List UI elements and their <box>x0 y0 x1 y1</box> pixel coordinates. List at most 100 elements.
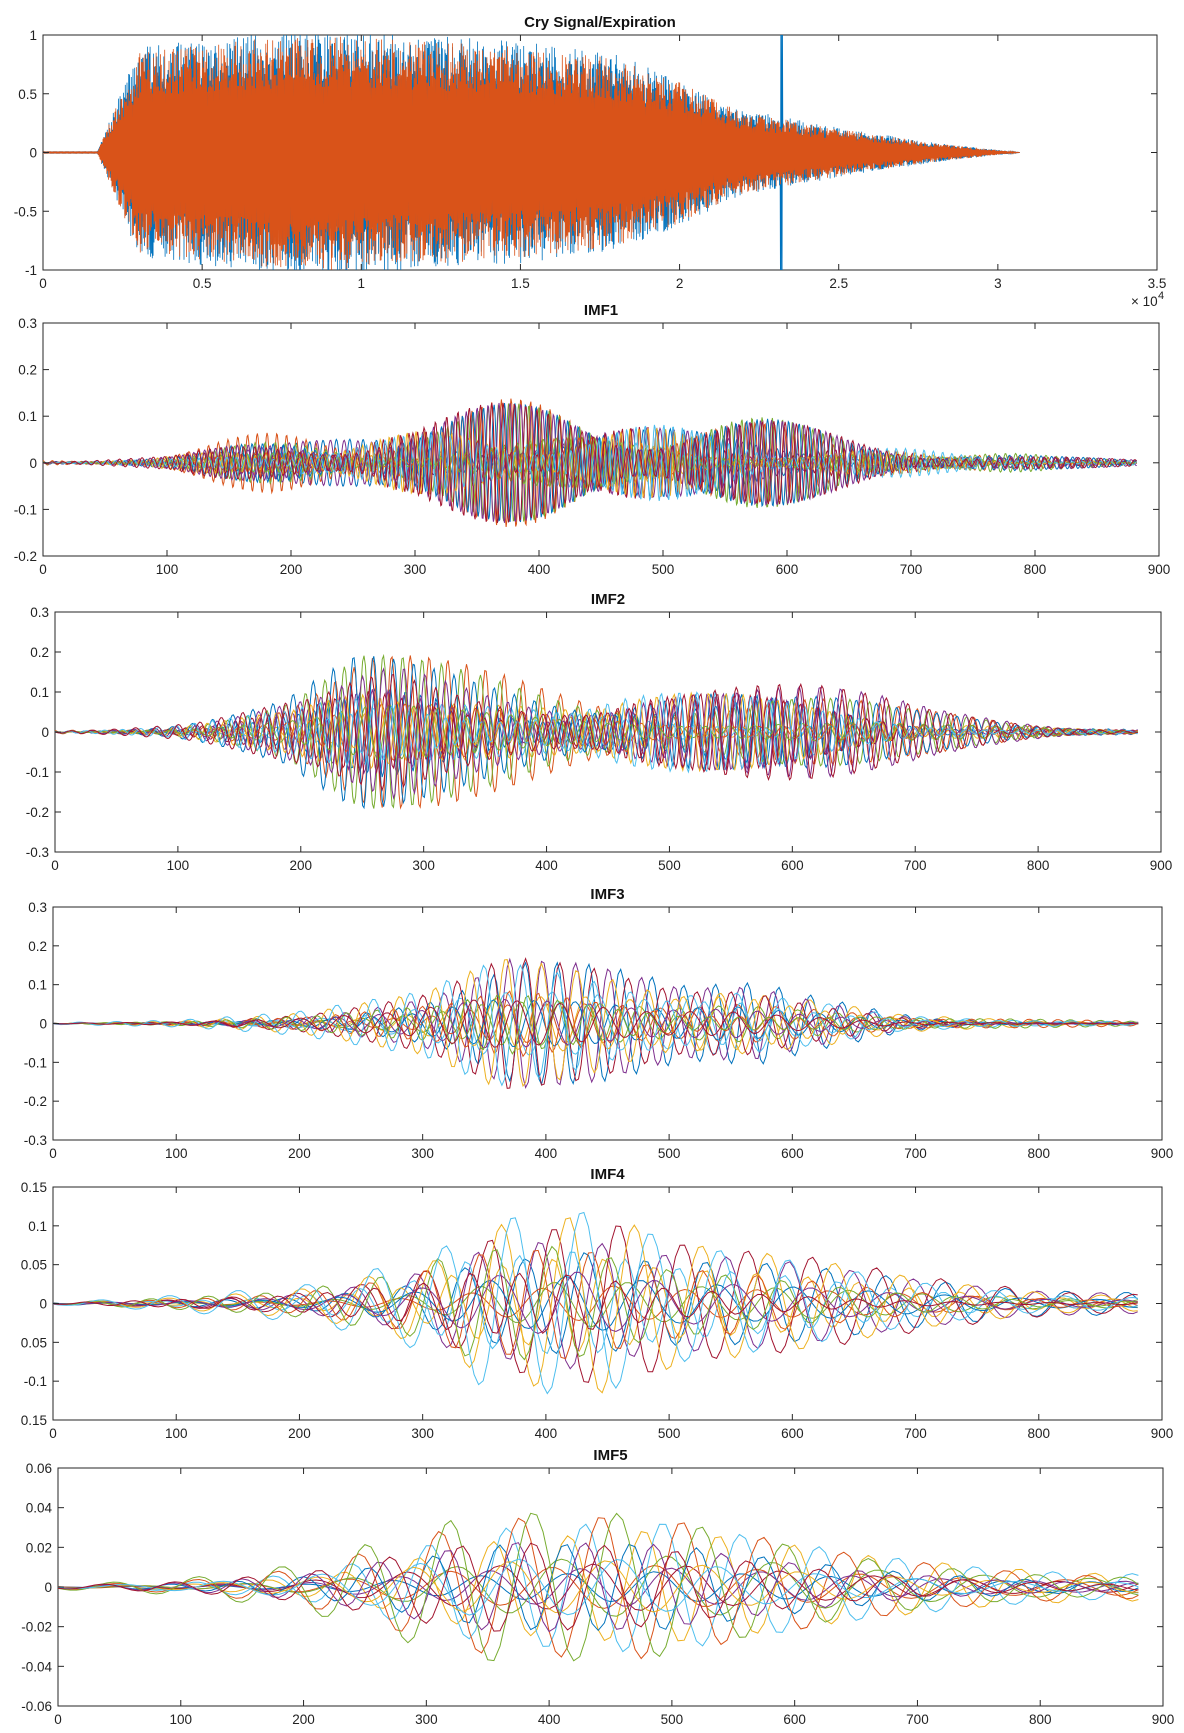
imf-series-13 <box>53 1211 1138 1395</box>
axes-frame <box>42 322 1160 557</box>
x-tick-label: 200 <box>288 1146 311 1161</box>
chart-title: IMF3 <box>590 886 624 903</box>
y-tick-label: -0.1 <box>24 1374 47 1389</box>
x-tick-label: 600 <box>781 1146 804 1161</box>
imf-series-10 <box>53 1217 1138 1394</box>
y-tick-label: 0 <box>29 456 37 471</box>
y-tick-label: 0.3 <box>28 900 47 915</box>
y-tick-label: 0.04 <box>26 1501 53 1516</box>
imf-series-12 <box>58 1512 1139 1662</box>
x-tick-label: 1 <box>358 276 366 291</box>
x-exponent-label: × 10 <box>1131 294 1158 309</box>
x-tick-label: 0 <box>39 276 47 291</box>
imf-series-8 <box>58 1543 1139 1632</box>
y-tick-label: -0.06 <box>21 1699 52 1714</box>
imf-series-14 <box>53 1272 1138 1335</box>
y-tick-label: 0.2 <box>30 645 49 660</box>
x-tick-label: 400 <box>535 1426 558 1441</box>
y-tick-label: 0.1 <box>18 409 37 424</box>
y-tick-label: 0.1 <box>28 978 47 993</box>
x-tick-label: 700 <box>906 1712 929 1727</box>
chart-title: IMF2 <box>591 591 625 608</box>
series-group <box>53 1211 1139 1395</box>
y-tick-label: -0.02 <box>21 1620 52 1635</box>
y-tick-label: 0.5 <box>18 87 37 102</box>
x-tick-label: 300 <box>411 1146 434 1161</box>
y-tick-label: 0 <box>39 1017 47 1032</box>
imf-series-13 <box>43 424 1138 502</box>
x-tick-label: 800 <box>1028 1146 1051 1161</box>
x-tick-label: 200 <box>280 562 303 577</box>
x-tick-label: 900 <box>1150 858 1173 873</box>
imf-series-14 <box>43 402 1138 523</box>
y-tick-label: 0.3 <box>30 605 49 620</box>
imf-series-1 <box>53 1252 1139 1355</box>
y-tick-label: 0 <box>44 1580 52 1595</box>
y-tick-label: 0.15 <box>21 1180 47 1195</box>
axes-frame <box>52 1186 1163 1421</box>
y-tick-label: -0.1 <box>24 1055 47 1070</box>
imf-series-14 <box>55 673 1138 792</box>
x-tick-label: 100 <box>156 562 179 577</box>
x-tick-label: 700 <box>900 562 923 577</box>
x-tick-label: 0 <box>51 858 59 873</box>
imf-series-6 <box>58 1523 1139 1653</box>
series-group <box>53 957 1139 1090</box>
x-tick-label: 800 <box>1028 1426 1051 1441</box>
y-tick-label: 0.05 <box>21 1335 47 1350</box>
imf-series-12 <box>53 1245 1138 1361</box>
y-tick-label: 0.3 <box>18 316 37 331</box>
chart-panel-5: 0 100 200 300 400 500 600 700 800 900 0.15 -0.1 0.05… <box>21 1166 1174 1441</box>
x-tick-label: 400 <box>538 1712 561 1727</box>
x-tick-label: 1.5 <box>511 276 530 291</box>
x-tick-label: 3.5 <box>1148 276 1167 291</box>
chart-title: Cry Signal/Expiration <box>524 14 676 31</box>
x-tick-label: 700 <box>904 858 927 873</box>
imf-series-12 <box>43 436 1137 490</box>
x-tick-label: 300 <box>412 858 435 873</box>
x-tick-label: 3 <box>994 276 1002 291</box>
y-tick-label: -1 <box>25 263 37 278</box>
x-tick-label: 600 <box>781 858 804 873</box>
imf-series-9 <box>58 1517 1139 1660</box>
x-tick-label: 100 <box>167 858 190 873</box>
signal-series-2 <box>43 36 1020 270</box>
y-tick-label: 0.1 <box>28 1219 47 1234</box>
series-group <box>55 653 1139 810</box>
series-group <box>58 1512 1139 1662</box>
x-tick-label: 0 <box>49 1426 57 1441</box>
imf-series-8 <box>53 999 1139 1048</box>
x-tick-label: 500 <box>661 1712 684 1727</box>
imf-series-13 <box>53 963 1139 1087</box>
x-tick-label: 300 <box>404 562 427 577</box>
y-tick-label: -0.2 <box>26 805 49 820</box>
x-tick-label: 500 <box>658 858 681 873</box>
x-tick-label: 500 <box>652 562 675 577</box>
imf-series-14 <box>58 1542 1139 1632</box>
y-tick-label: 0 <box>39 1297 47 1312</box>
x-tick-label: 100 <box>165 1426 188 1441</box>
series-group <box>43 35 1020 270</box>
y-tick-label: 0.02 <box>26 1540 52 1555</box>
x-tick-label: 100 <box>170 1712 193 1727</box>
chart-title: IMF4 <box>590 1166 625 1183</box>
y-tick-label: 0.06 <box>26 1461 52 1476</box>
x-tick-label: 800 <box>1024 562 1047 577</box>
y-tick-label: 1 <box>29 28 37 43</box>
panels: 0 0.5 1 1.5 2 2.5 3 3.5 -1 -0.5 0 0.5 1 Cry Signal/Ex… <box>14 14 1175 1727</box>
x-tick-label: 900 <box>1151 1426 1174 1441</box>
imf-series-11 <box>55 667 1138 800</box>
chart-title: IMF1 <box>584 302 618 319</box>
chart-panel-2: 0 100 200 300 400 500 600 700 800 900 -0.2 -0.1 0 0.1… <box>14 302 1171 577</box>
x-tick-label: 2 <box>676 276 684 291</box>
series-group <box>43 398 1138 527</box>
imf-series-11 <box>53 1271 1138 1335</box>
imf-series-13 <box>58 1558 1139 1616</box>
x-tick-label: 900 <box>1148 562 1171 577</box>
x-tick-label: 200 <box>288 1426 311 1441</box>
y-tick-label: 0.05 <box>21 1258 47 1273</box>
y-tick-label: -0.1 <box>14 502 37 517</box>
imf-series-13 <box>55 691 1138 774</box>
x-tick-label: 600 <box>776 562 799 577</box>
